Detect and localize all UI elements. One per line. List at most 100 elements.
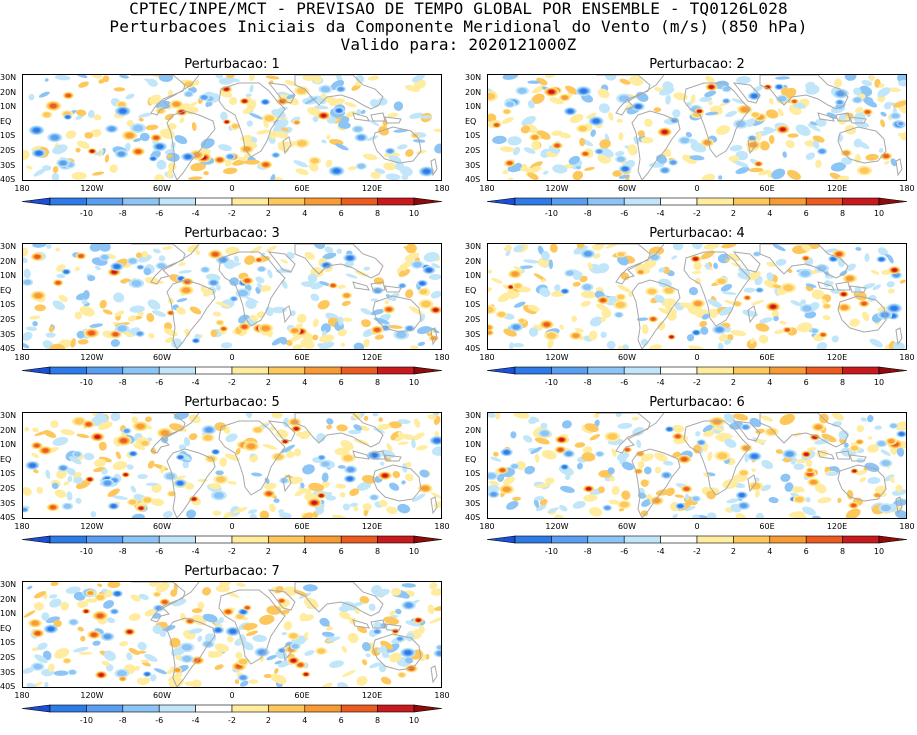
colorbar-tick-label: 4 [767,378,772,387]
wind-perturbation-field [23,413,441,518]
wind-perturbation-field [23,244,441,349]
colorbar-tick-label: -8 [119,209,127,218]
longitude-label: 60E [294,522,310,531]
colorbar-box [587,535,625,544]
coastline [372,633,422,671]
colorbar-tick-label: 10 [874,209,884,218]
colorbar-tick-label: -8 [119,547,127,556]
colorbar-tick-label: -8 [584,209,592,218]
map-plot [487,243,907,350]
longitude-label: 180 [434,691,450,700]
colorbar-box [623,366,661,375]
colorbar-tick-label: -6 [155,378,163,387]
latitude-label: 20N [465,425,482,435]
coastline [430,158,438,177]
coastline [218,82,286,158]
longitude-label: 0 [229,522,235,531]
colorbar-tick-label: 6 [804,547,809,556]
colorbar-scale: -10 -8 -6 -4 -2 2 4 6 8 10 [21,197,443,218]
header-valid-date: Valido para: 2020121000Z [340,35,577,54]
latitude-label: 40S [465,344,481,354]
colorbar-box [551,366,589,375]
latitude-label: 40S [465,513,481,523]
latitude-label: 10N [0,271,17,281]
longitude-label: 180 [14,691,30,700]
colorbar-tick-label: 8 [375,716,380,725]
latitude-label: 10S [465,131,481,141]
colorbar-box [842,366,880,375]
coastline [218,589,286,665]
colorbar-tick-label: -6 [155,716,163,725]
colorbar-tick-label: -10 [80,547,93,556]
longitude-label: 60E [294,691,310,700]
perturbation-panel-3: Perturbacao: 3 30N 20N 10N EQ 10S 20S 30S 40S 180… [0,227,450,397]
colorbar-box [340,704,378,713]
coastline [837,464,887,502]
panel-title: Perturbacao: 6 [649,395,745,410]
colorbar-box [377,704,415,713]
colorbar-box [733,366,771,375]
coastline [352,450,402,462]
colorbar: -10 -8 -6 -4 -2 2 4 6 8 10 [21,534,443,564]
colorbar-tick-label: -4 [657,378,665,387]
longitude-label: 180 [899,522,915,531]
colorbar-box [377,366,415,375]
colorbar-arrow-high [413,366,443,375]
longitude-label: 120W [545,353,569,362]
colorbar-arrow-low [486,366,516,375]
colorbar-tick-label: -8 [584,378,592,387]
colorbar-box [86,197,124,206]
colorbar-box [377,197,415,206]
wind-perturbation-field [488,244,906,349]
colorbar-tick-label: -10 [545,547,558,556]
longitude-label: 120W [545,522,569,531]
colorbar-tick-label: 6 [339,209,344,218]
latitude-label: 30S [465,329,481,339]
latitude-label: 10N [0,440,17,450]
latitude-label: 20S [465,484,481,493]
colorbar-box [733,197,771,206]
longitude-label: 180 [899,184,915,193]
longitude-label: 120W [80,691,104,700]
colorbar-arrow-high [878,366,908,375]
longitude-label: 180 [14,522,30,531]
colorbar-box [231,366,269,375]
colorbar-box [304,197,342,206]
perturbation-panel-1: Perturbacao: 1 30N 20N 10N EQ 10S 20S 30S 40S 180… [0,58,450,228]
colorbar-box [660,535,698,544]
coastline [430,496,438,515]
colorbar-box [122,366,160,375]
coastline [218,251,286,327]
colorbar-tick-label: 10 [874,547,884,556]
panel-title: Perturbacao: 4 [649,226,745,241]
colorbar-tick-label: -2 [693,209,701,218]
latitude-label: 40S [0,513,16,523]
coastline [267,582,384,617]
coastline [837,295,887,333]
map-plot [487,74,907,181]
latitude-label: 30N [0,580,17,589]
colorbar-tick-label: -6 [620,378,628,387]
coastline [631,110,681,180]
latitude-label: 40S [465,175,481,185]
coastline [166,617,216,687]
latitude-label: 20N [0,87,17,97]
coastline [166,110,216,180]
colorbar-box [195,704,233,713]
colorbar-box [49,535,87,544]
coastline [267,244,384,279]
colorbar-tick-label: -10 [545,378,558,387]
colorbar-box [551,197,589,206]
colorbar-box [769,197,807,206]
coastline [747,305,757,324]
panel-title: Perturbacao: 7 [184,564,280,579]
coastline [895,496,903,515]
colorbar-scale: -10 -8 -6 -4 -2 2 4 6 8 10 [486,197,908,218]
colorbar-tick-label: 8 [840,209,845,218]
coastline [352,281,402,293]
latitude-label: 40S [0,344,16,354]
colorbar-box [340,535,378,544]
latitude-label: 40S [0,682,16,692]
colorbar-box [769,366,807,375]
colorbar-tick-label: 4 [302,209,307,218]
